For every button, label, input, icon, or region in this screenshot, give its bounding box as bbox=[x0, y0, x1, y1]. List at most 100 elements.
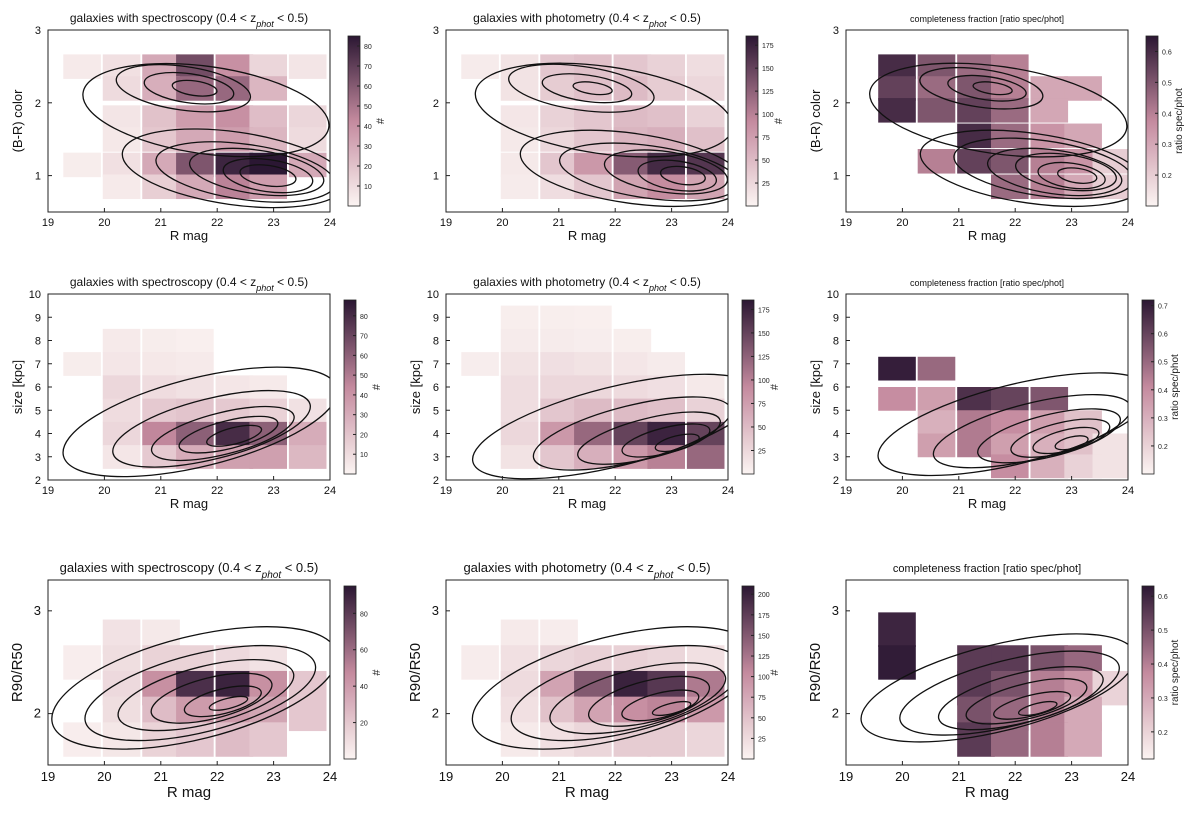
heatmap-cell bbox=[574, 421, 612, 446]
x-tick-label: 24 bbox=[722, 485, 734, 497]
heatmap-cell bbox=[917, 54, 956, 79]
heatmap-cell bbox=[917, 98, 956, 123]
heatmap-cell bbox=[102, 174, 141, 200]
colorbar-tick-label: 0.4 bbox=[1158, 388, 1168, 395]
heatmap-cell bbox=[957, 54, 995, 79]
x-axis-label: R mag bbox=[965, 784, 1009, 801]
heatmap-cell bbox=[686, 421, 725, 446]
contour-line bbox=[986, 147, 1123, 197]
contour-line bbox=[587, 675, 711, 727]
y-tick-label: 3 bbox=[833, 452, 839, 464]
x-axis-label: R mag bbox=[568, 496, 606, 511]
y-axis-label: (B-R) color bbox=[10, 89, 25, 153]
colorbar-tick-label: 10 bbox=[360, 452, 368, 459]
heatmap-cell bbox=[249, 445, 288, 469]
contour-line bbox=[621, 689, 700, 722]
colorbar bbox=[741, 585, 755, 760]
colorbar-tick-label: 175 bbox=[762, 43, 774, 50]
contour-line bbox=[993, 690, 1072, 720]
heatmap-cell bbox=[500, 398, 539, 423]
heatmap-cell bbox=[102, 352, 141, 376]
plot-frame bbox=[445, 579, 729, 766]
heatmap-cell bbox=[1030, 76, 1069, 101]
contour-line bbox=[510, 644, 728, 742]
contour-line bbox=[150, 672, 273, 724]
contour-line bbox=[1037, 161, 1106, 190]
heatmap-cell bbox=[613, 352, 652, 376]
heatmap-cell bbox=[686, 76, 725, 101]
heatmap-cell bbox=[613, 76, 652, 101]
colorbar-tick-label: 0.5 bbox=[1158, 360, 1168, 367]
heatmap-cell bbox=[878, 612, 916, 647]
colorbar-tick-label: 200 bbox=[758, 592, 770, 599]
heatmap-cell bbox=[500, 305, 539, 330]
heatmap-cell bbox=[63, 152, 101, 178]
x-tick-label: 21 bbox=[952, 769, 966, 784]
contour-line bbox=[474, 62, 728, 158]
heatmap-cell bbox=[686, 127, 725, 152]
x-tick-label: 22 bbox=[608, 769, 622, 784]
x-tick-label: 19 bbox=[840, 485, 852, 497]
colorbar-tick-label: 125 bbox=[762, 89, 774, 96]
heatmap-cells bbox=[878, 54, 1128, 200]
colorbar-tick-label: 80 bbox=[360, 611, 368, 618]
heatmap-cell bbox=[991, 98, 1029, 123]
heatmap-cell bbox=[878, 645, 916, 680]
contour-line bbox=[121, 128, 330, 209]
colorbar-tick-label: 75 bbox=[762, 135, 770, 142]
y-tick-label: 3 bbox=[433, 25, 439, 37]
colorbar-tick-label: 0.2 bbox=[1158, 730, 1168, 737]
colorbar-tick-label: 50 bbox=[758, 425, 766, 432]
contour-line bbox=[977, 408, 1122, 464]
heatmap-cell bbox=[249, 105, 288, 130]
heatmap-cell bbox=[142, 421, 180, 446]
heatmap-cell bbox=[957, 410, 995, 434]
y-tick-label: 4 bbox=[35, 429, 41, 441]
colorbar-tick-label: 0.3 bbox=[1158, 696, 1168, 703]
heatmap-cell bbox=[142, 328, 180, 353]
heatmap-cell bbox=[142, 445, 180, 469]
x-tick-label: 21 bbox=[552, 769, 566, 784]
x-tick-label: 20 bbox=[895, 769, 909, 784]
colorbar-tick-label: 150 bbox=[762, 66, 774, 73]
colorbar-tick-label: 50 bbox=[360, 373, 368, 380]
heatmap-cell bbox=[686, 54, 725, 79]
heatmap-cell bbox=[461, 54, 499, 79]
heatmap-cell bbox=[574, 328, 612, 353]
heatmap-cell bbox=[176, 76, 214, 101]
heatmap-cell bbox=[574, 305, 612, 330]
y-tick-label: 8 bbox=[833, 336, 839, 348]
contour-line bbox=[860, 633, 1128, 743]
heatmap-cell bbox=[647, 421, 686, 446]
heatmap-cell bbox=[574, 152, 612, 178]
x-axis-label: R mag bbox=[167, 784, 211, 801]
x-tick-label: 19 bbox=[41, 769, 55, 784]
contour-line bbox=[1032, 426, 1100, 455]
heatmap-cell bbox=[500, 328, 539, 353]
panel-title: completeness fraction [ratio spec/phot] bbox=[910, 278, 1064, 288]
contour-line bbox=[115, 64, 252, 113]
contour-line bbox=[471, 373, 728, 480]
heatmap-cell bbox=[500, 445, 539, 469]
contour-line bbox=[155, 141, 330, 203]
x-tick-label: 21 bbox=[155, 217, 167, 229]
colorbar-tick-label: 60 bbox=[360, 353, 368, 360]
heatmap-cell bbox=[142, 352, 180, 376]
density-contours bbox=[860, 633, 1128, 743]
contour-line bbox=[953, 137, 1128, 200]
contour-line bbox=[150, 405, 295, 462]
colorbar-tick-label: 40 bbox=[360, 684, 368, 691]
x-tick-label: 20 bbox=[97, 769, 111, 784]
panel-title: galaxies with spectroscopy (0.4 < zphot … bbox=[60, 560, 319, 581]
contour-line bbox=[869, 62, 1128, 158]
heatmap-cell bbox=[288, 398, 327, 423]
colorbar-tick-label: 50 bbox=[762, 158, 770, 165]
panel-title: galaxies with photometry (0.4 < zphot < … bbox=[473, 11, 701, 29]
colorbar-tick-label: 25 bbox=[762, 181, 770, 188]
colorbar-label: # bbox=[371, 669, 383, 676]
x-tick-label: 23 bbox=[664, 769, 678, 784]
y-tick-label: 8 bbox=[433, 336, 439, 348]
heatmap-cell bbox=[176, 722, 214, 757]
